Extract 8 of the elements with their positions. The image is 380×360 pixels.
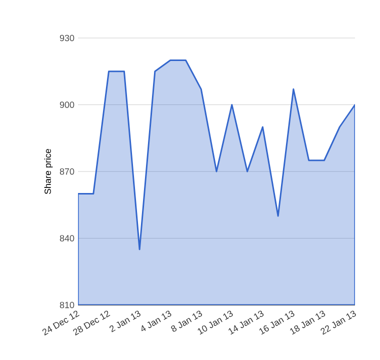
y-tick-label: 900 (60, 102, 74, 108)
y-axis-title: Share price (44, 148, 53, 194)
y-tick-label: 870 (60, 168, 74, 175)
y-tick-label: 930 (60, 34, 74, 42)
y-tick-label: 840 (60, 235, 74, 242)
y-tick-label: 810 (60, 302, 74, 308)
x-tick-label: 4 Jan 13 (142, 310, 172, 332)
x-tick-label: 2 Jan 13 (110, 310, 140, 332)
